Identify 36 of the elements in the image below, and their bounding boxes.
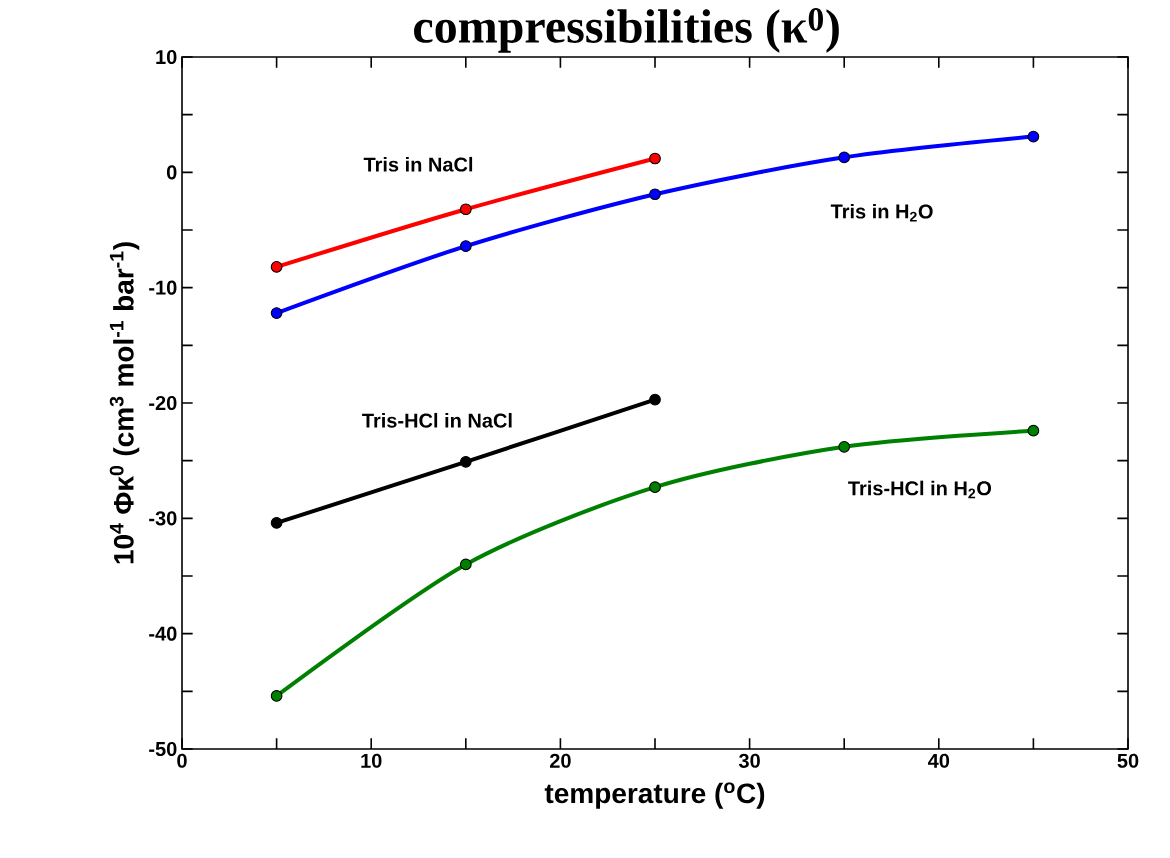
x-axis-title: temperature ($^{o}$C) (544, 782, 765, 809)
y-tick-label: -10 (149, 280, 177, 295)
y-tick-label: -30 (149, 511, 177, 526)
x-tick-label: 0 (177, 753, 187, 768)
point (270, 517, 283, 529)
x-tick-label: 40 (927, 753, 950, 768)
point (270, 261, 283, 273)
y-tick-label: 10 (156, 49, 177, 65)
text: 10$^{4}$ Φκ$^{0}$ (cm$^{3}$ mol$^{-1}$ bar$^{-1}$) (109, 242, 140, 564)
x-tick-label: 50 (1117, 753, 1139, 768)
point (649, 393, 661, 406)
y-tick-label: -20 (149, 395, 177, 411)
point (1027, 130, 1040, 143)
point (459, 203, 472, 216)
x-tick-label: 10 (361, 753, 382, 768)
x-tick-label: 30 (738, 753, 760, 768)
chart-title: compressibilities (κ$^{0}$) (414, 8, 839, 53)
point (270, 690, 283, 702)
series-label: Tris-HCl in H$_{2}$O (848, 480, 992, 499)
series-label: Tris in NaCl (363, 156, 473, 172)
point (838, 151, 851, 164)
point (649, 152, 661, 165)
point (649, 188, 661, 201)
series-label: Tris-HCl in NaCl (362, 412, 512, 428)
y-tick-label: -40 (149, 626, 177, 641)
y-tick-label: 0 (166, 165, 177, 180)
point (649, 481, 661, 494)
point (459, 240, 472, 253)
point (459, 455, 472, 468)
point (270, 307, 283, 319)
x-tick-label: 20 (549, 753, 571, 768)
point (838, 440, 851, 453)
point (1027, 424, 1040, 437)
y-tick-label: -50 (149, 741, 177, 757)
point (459, 558, 472, 571)
text: Tris in H$_{2}$O (830, 203, 933, 222)
